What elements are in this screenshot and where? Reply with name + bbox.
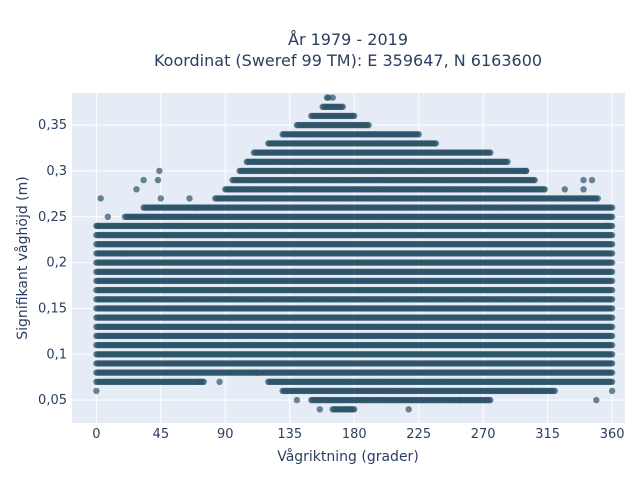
data-point bbox=[351, 406, 358, 413]
chart-title-line2: Koordinat (Sweref 99 TM): E 359647, N 61… bbox=[154, 51, 542, 70]
data-points bbox=[93, 94, 616, 413]
chart-title-line1: År 1979 - 2019 bbox=[288, 30, 408, 49]
data-point bbox=[93, 387, 100, 395]
data-point bbox=[339, 103, 346, 111]
data-point bbox=[351, 112, 358, 120]
data-point bbox=[365, 121, 372, 129]
data-point bbox=[157, 195, 164, 202]
plot-area bbox=[72, 93, 625, 423]
